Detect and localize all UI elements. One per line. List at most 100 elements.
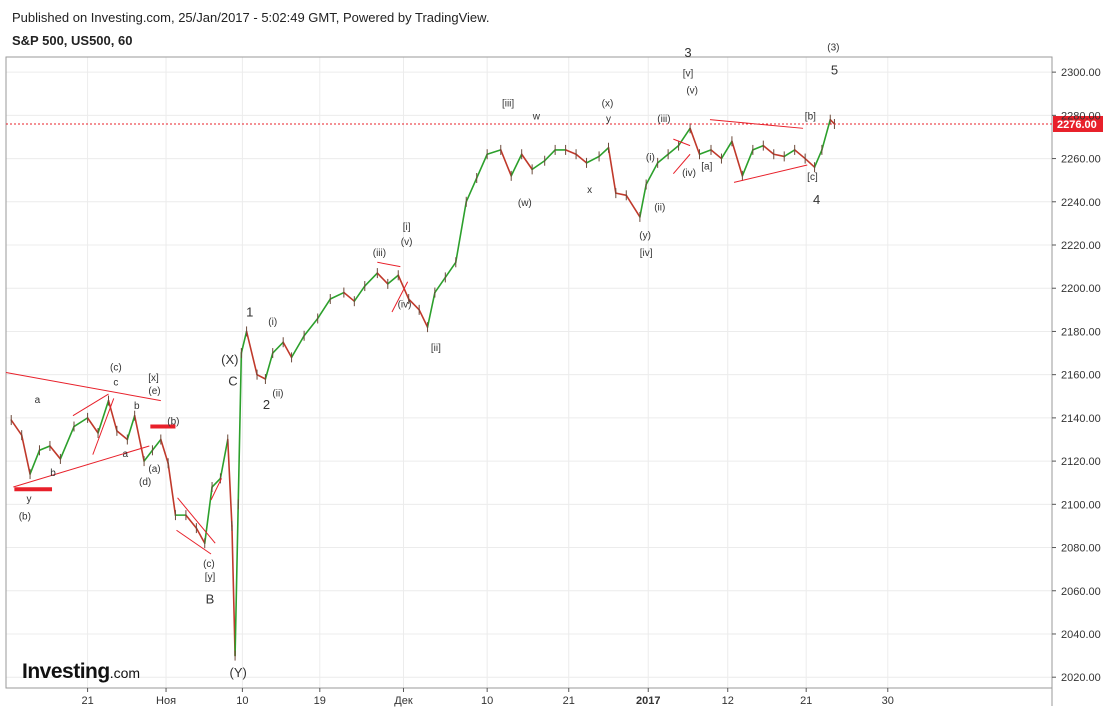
x-tick-label: 21 bbox=[563, 695, 575, 707]
price-segment bbox=[752, 144, 765, 151]
price-segment bbox=[543, 149, 556, 162]
price-segment bbox=[282, 341, 293, 359]
logo-wordmark: Investing bbox=[22, 660, 110, 683]
price-segment bbox=[240, 330, 248, 354]
price-segment bbox=[271, 341, 284, 354]
wave-label: (a) bbox=[148, 464, 160, 475]
trend-line bbox=[210, 478, 222, 501]
wave-label: y bbox=[606, 114, 611, 125]
x-tick-label: 2017 bbox=[636, 695, 660, 707]
wave-label: b bbox=[134, 401, 140, 412]
x-tick-label: 21 bbox=[81, 695, 93, 707]
wave-label: (e) bbox=[148, 386, 160, 397]
price-segment bbox=[465, 177, 478, 203]
wave-label: [ii] bbox=[431, 343, 441, 354]
wave-label: [iv] bbox=[640, 248, 653, 259]
price-segment bbox=[698, 149, 712, 156]
wave-label: (b) bbox=[167, 416, 179, 427]
price-segment bbox=[762, 144, 775, 156]
current-price-label: 2276.00 bbox=[1057, 119, 1097, 131]
y-tick-label: 2060.00 bbox=[1061, 586, 1101, 598]
price-segment bbox=[564, 149, 577, 156]
wave-label: (c) bbox=[110, 362, 122, 373]
y-tick-label: 2280.00 bbox=[1061, 110, 1101, 122]
wave-label: 1 bbox=[246, 304, 253, 319]
price-segment bbox=[531, 159, 546, 171]
wave-label: [x] bbox=[148, 373, 159, 384]
price-segment bbox=[499, 149, 513, 177]
wave-annotations: 2276.00 a y (b) b (c) c b a [x] (e) (b) (a) (d) (c) [y]… bbox=[5, 43, 1103, 680]
wave-label: a bbox=[35, 395, 41, 406]
price-segment bbox=[418, 309, 429, 328]
wave-label: (iv) bbox=[682, 168, 696, 179]
trend-line bbox=[92, 398, 115, 455]
y-tick-label: 2180.00 bbox=[1061, 326, 1101, 338]
x-tick-label: 21 bbox=[800, 695, 812, 707]
price-segment bbox=[783, 149, 796, 158]
y-tick-label: 2160.00 bbox=[1061, 370, 1101, 382]
x-tick-label: Дек bbox=[394, 695, 413, 707]
price-segment bbox=[426, 291, 436, 328]
price-segment bbox=[813, 149, 823, 169]
trend-line bbox=[709, 119, 804, 129]
x-tick-label: 30 bbox=[882, 695, 894, 707]
grid-lines bbox=[6, 57, 1052, 688]
wave-label: 5 bbox=[831, 62, 838, 77]
price-segment bbox=[126, 414, 136, 441]
price-segment bbox=[639, 183, 647, 218]
wave-label: c bbox=[113, 377, 118, 388]
price-segment bbox=[203, 486, 213, 545]
price-segment bbox=[116, 430, 129, 441]
price-segment bbox=[585, 155, 600, 164]
y-tick-label: 2240.00 bbox=[1061, 197, 1101, 209]
price-segment bbox=[363, 272, 379, 287]
price-segment bbox=[59, 425, 75, 460]
price-segment bbox=[731, 140, 744, 177]
wave-label: (v) bbox=[686, 86, 698, 97]
price-segment bbox=[475, 153, 488, 179]
y-tick-label: 2140.00 bbox=[1061, 413, 1101, 425]
wave-label: (i) bbox=[268, 317, 277, 328]
y-tick-label: 2020.00 bbox=[1061, 672, 1101, 684]
wave-label: [iii] bbox=[502, 99, 514, 110]
price-segment bbox=[237, 352, 243, 506]
trend-line bbox=[672, 153, 691, 175]
price-segment bbox=[656, 153, 669, 164]
price-segment bbox=[689, 127, 701, 156]
trend-line bbox=[176, 529, 212, 555]
price-segment bbox=[29, 449, 41, 475]
wave-label: (ii) bbox=[654, 202, 665, 213]
y-tick-label: 2260.00 bbox=[1061, 154, 1101, 166]
wave-label: y bbox=[27, 494, 32, 505]
price-segment bbox=[107, 399, 118, 432]
price-segment bbox=[454, 200, 468, 264]
y-tick-label: 2220.00 bbox=[1061, 240, 1101, 252]
price-segment bbox=[386, 274, 400, 285]
wave-label: (Y) bbox=[230, 665, 247, 680]
investing-logo[interactable]: Investing.com bbox=[22, 660, 140, 684]
price-segment bbox=[234, 503, 240, 657]
wave-label: 3 bbox=[684, 45, 691, 60]
price-segment bbox=[97, 399, 110, 434]
wave-label: (w) bbox=[518, 198, 532, 209]
trend-line bbox=[391, 281, 409, 313]
price-segment bbox=[677, 127, 691, 147]
wave-label: b bbox=[50, 468, 56, 479]
wave-label: (iv) bbox=[398, 300, 412, 311]
price-segment bbox=[329, 291, 345, 300]
price-segment bbox=[434, 276, 447, 294]
price-segment bbox=[741, 149, 754, 177]
wave-label: (3) bbox=[827, 43, 839, 54]
wave-label: (ii) bbox=[272, 388, 283, 399]
price-segment bbox=[38, 445, 51, 452]
price-segment bbox=[49, 445, 62, 460]
price-segment bbox=[303, 317, 319, 337]
price-segment bbox=[645, 162, 659, 186]
price-segment bbox=[353, 285, 366, 302]
wave-label: [a] bbox=[701, 161, 712, 172]
price-segment bbox=[444, 261, 457, 279]
price-segment bbox=[219, 438, 229, 480]
price-segment bbox=[376, 272, 389, 285]
price-segment bbox=[772, 153, 786, 158]
